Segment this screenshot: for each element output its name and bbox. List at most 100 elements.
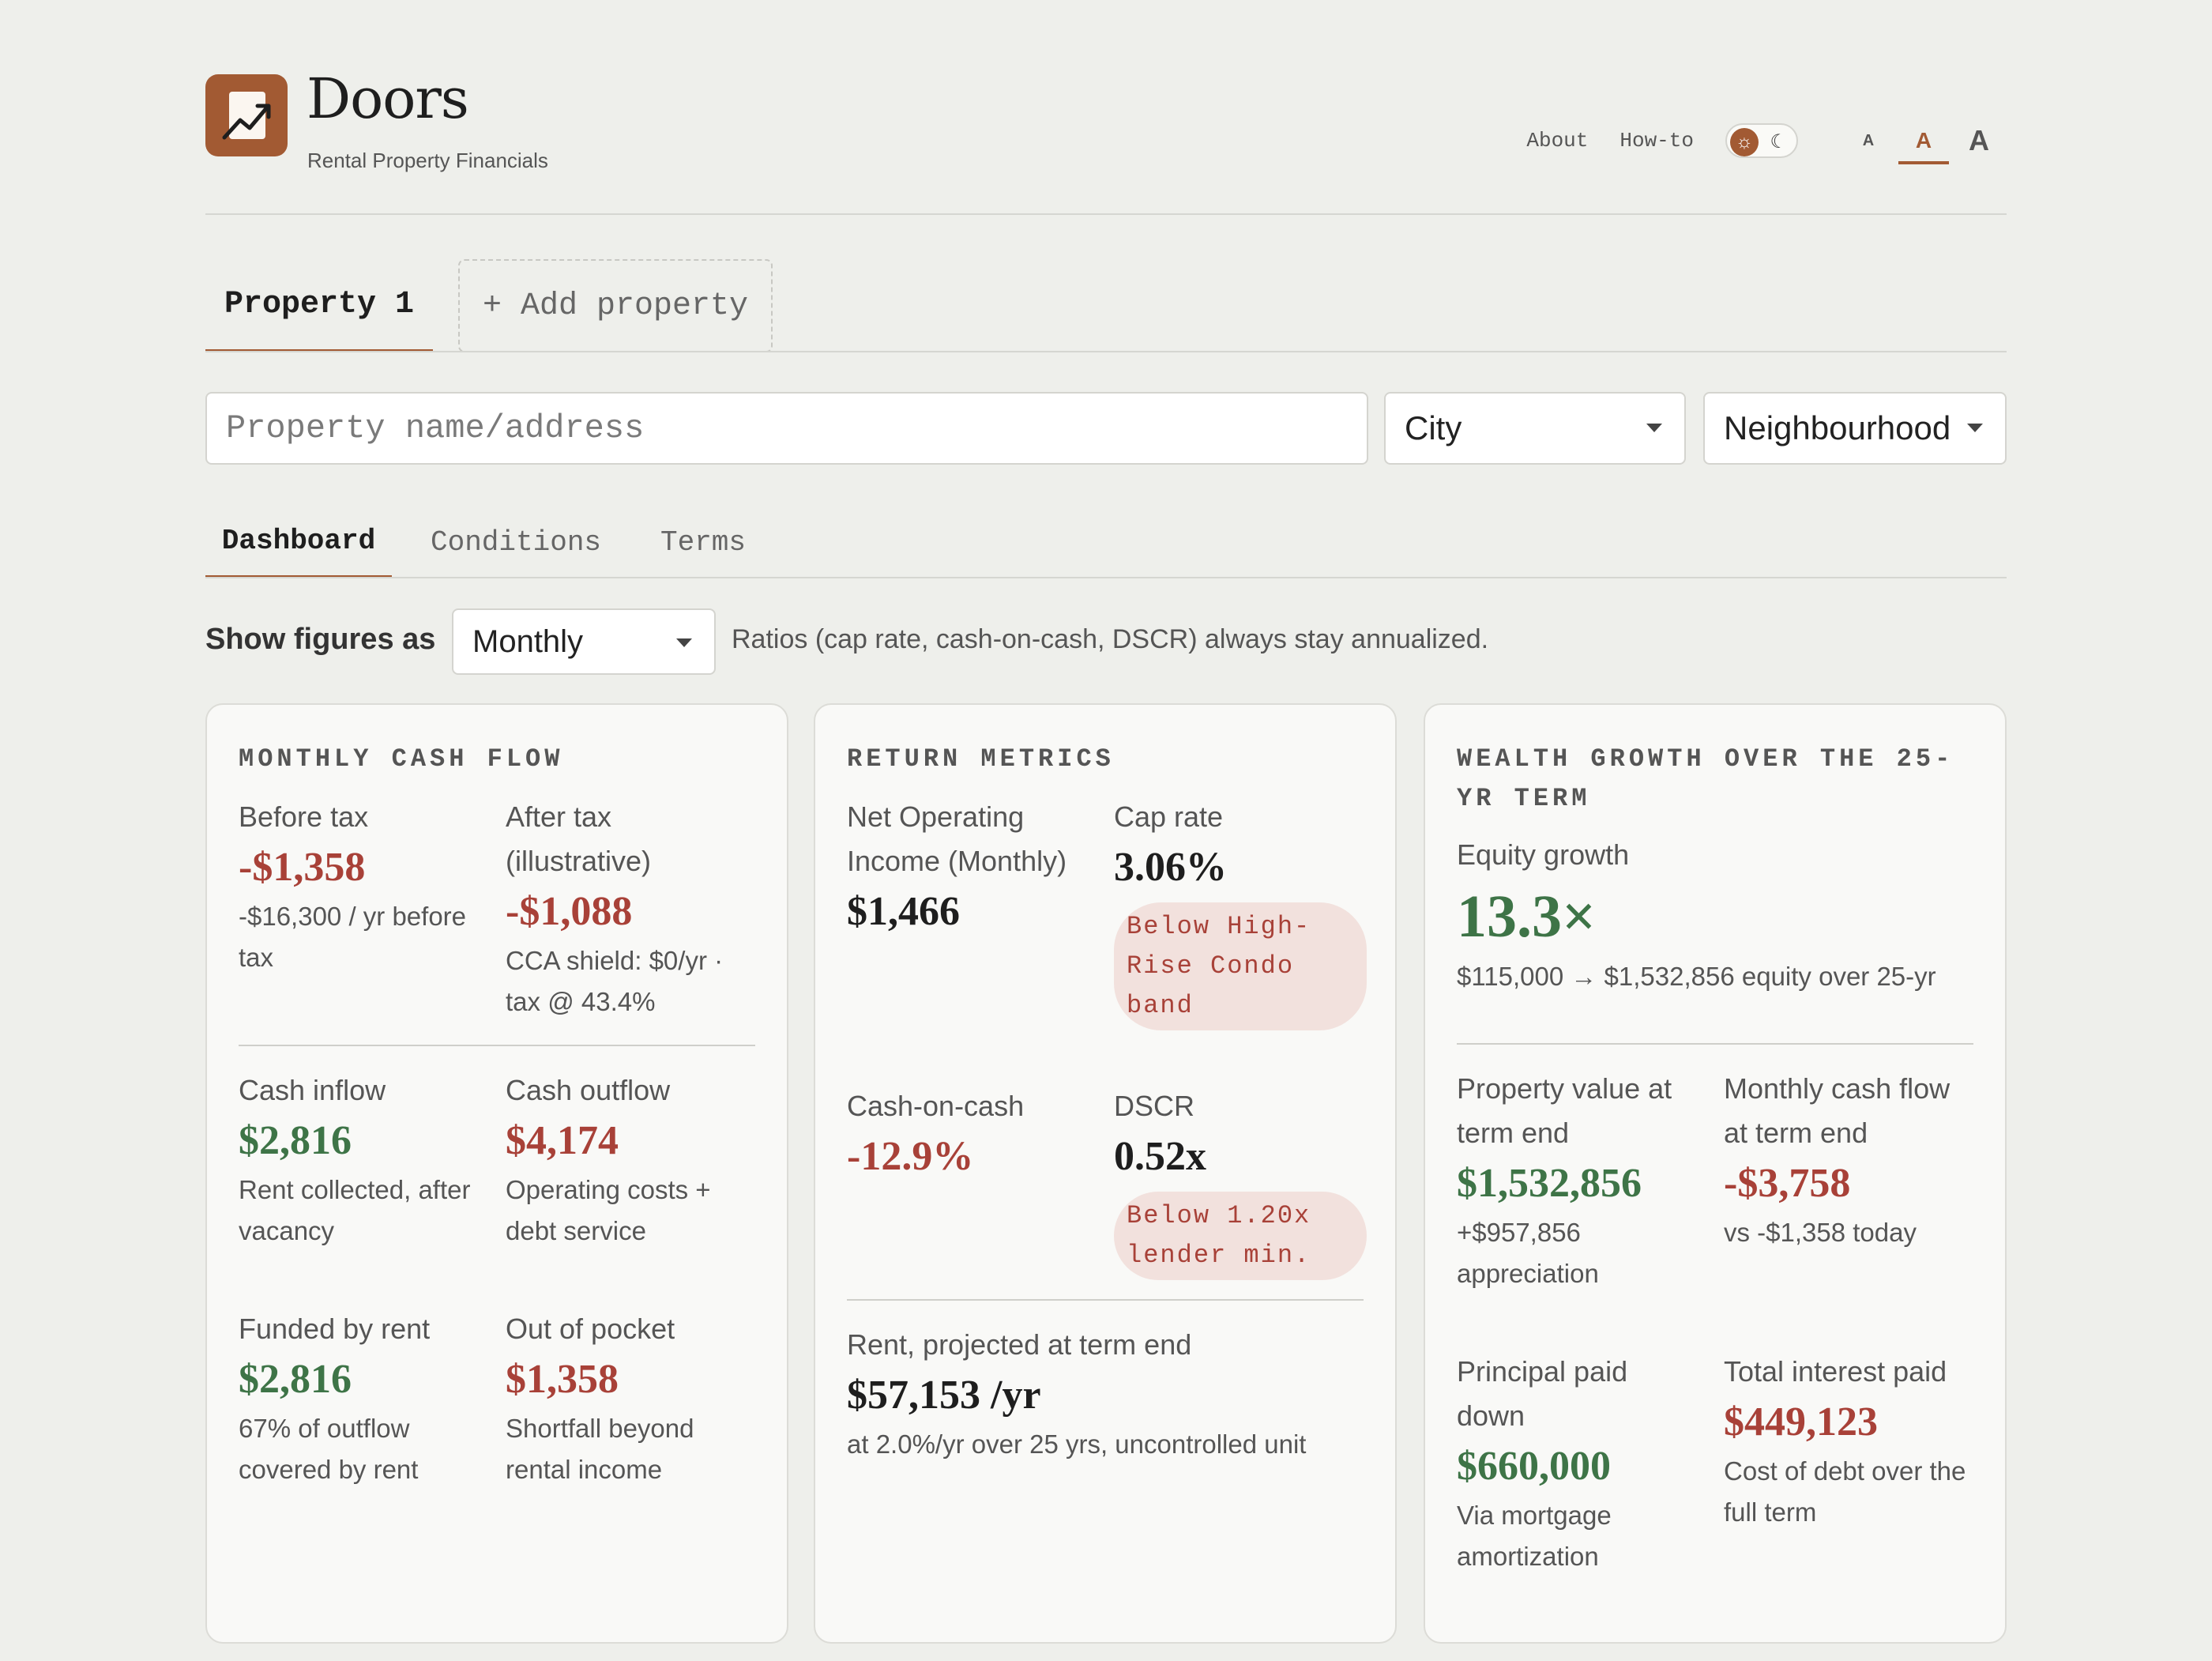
metric-label: Cap rate <box>1114 800 1224 833</box>
metric-label: Monthly cash flow at term end <box>1724 1072 1951 1149</box>
chevron-down-icon <box>1646 424 1662 432</box>
period-select[interactable]: Monthly <box>452 608 716 675</box>
cap-rate-warning-badge: Below High-Rise Condo band <box>1114 902 1367 1030</box>
metric-label: Funded by rent <box>239 1313 431 1345</box>
metric-note: Via mortgage amortization <box>1457 1501 1612 1571</box>
metric-value: $1,358 <box>506 1357 619 1402</box>
top-nav: About How-to ☼ ☾ A A A <box>1526 119 2007 164</box>
header-divider <box>205 213 2007 215</box>
metric-value: $449,123 <box>1724 1399 1878 1444</box>
sun-icon: ☼ <box>1730 128 1759 156</box>
metric-note: vs -$1,358 today <box>1724 1218 1917 1247</box>
metric-note: 67% of outflow covered by rent <box>239 1414 419 1484</box>
metric-value: -12.9% <box>847 1134 974 1179</box>
view-tabs-divider <box>205 577 2007 578</box>
after-tax-metric: After tax (illustrative) -$1,088 CCA shi… <box>506 795 758 1023</box>
metric-value: $1,532,856 <box>1457 1161 1642 1206</box>
metric-note: Operating costs + debt service <box>506 1175 711 1245</box>
card-title: WEALTH GROWTH OVER THE 25-YR TERM <box>1457 744 1954 813</box>
property-value-metric: Property value at term end $1,532,856 +$… <box>1457 1067 1717 1294</box>
ratios-note: Ratios (cap rate, cash-on-cash, DSCR) al… <box>732 624 1489 654</box>
page: Doors Rental Property Financials About H… <box>205 0 2007 1661</box>
tab-terms[interactable]: Terms <box>660 525 747 559</box>
metric-label: Property value at term end <box>1457 1072 1672 1149</box>
app-title: Doors <box>307 66 469 131</box>
metric-note: Rent collected, after vacancy <box>239 1175 471 1245</box>
card-title: MONTHLY CASH FLOW <box>239 744 564 774</box>
before-tax-metric: Before tax -$1,358 -$16,300 / yr before … <box>239 795 491 978</box>
metric-value: 13.3× <box>1457 883 1597 950</box>
card-divider <box>239 1045 755 1046</box>
metric-value: $2,816 <box>239 1357 352 1402</box>
metric-label: Out of pocket <box>506 1313 675 1345</box>
tab-conditions[interactable]: Conditions <box>431 525 602 559</box>
howto-link[interactable]: How-to <box>1620 129 1694 153</box>
metric-label: Before tax <box>239 800 369 833</box>
metric-label: Cash outflow <box>506 1074 671 1106</box>
cash-outflow-metric: Cash outflow $4,174 Operating costs + de… <box>506 1068 758 1252</box>
figures-label: Show figures as <box>205 623 436 656</box>
metric-value: $57,153 /yr <box>847 1373 1041 1418</box>
tab-property-1[interactable]: Property 1 <box>205 259 433 352</box>
metric-label: After tax (illustrative) <box>506 800 652 877</box>
equity-growth-metric: Equity growth 13.3× $115,000 → $1,532,85… <box>1457 833 1978 997</box>
cash-inflow-metric: Cash inflow $2,816 Rent collected, after… <box>239 1068 499 1252</box>
metric-note: at 2.0%/yr over 25 yrs, uncontrolled uni… <box>847 1429 1307 1459</box>
interest-paid-metric: Total interest paid $449,123 Cost of deb… <box>1724 1350 1977 1533</box>
metric-label: Equity growth <box>1457 838 1630 871</box>
metric-note: -$16,300 / yr before tax <box>239 902 467 972</box>
projected-rent-metric: Rent, projected at term end $57,153 /yr … <box>847 1323 1368 1465</box>
cash-on-cash-metric: Cash-on-cash -12.9% <box>847 1084 1100 1185</box>
metric-note: $115,000 → $1,532,856 equity over 25-yr <box>1457 962 1936 991</box>
app-subtitle: Rental Property Financials <box>307 149 548 172</box>
metric-value: 0.52x <box>1114 1134 1206 1179</box>
metric-label: Rent, projected at term end <box>847 1328 1192 1361</box>
metric-note: +$957,856 appreciation <box>1457 1218 1599 1288</box>
font-size-medium-button[interactable]: A <box>1898 128 1949 164</box>
metric-value: $1,466 <box>847 889 960 934</box>
noi-metric: Net Operating Income (Monthly) $1,466 <box>847 795 1108 940</box>
metric-value: $660,000 <box>1457 1444 1611 1489</box>
principal-paid-metric: Principal paid down $660,000 Via mortgag… <box>1457 1350 1702 1577</box>
metric-note: Cost of debt over the full term <box>1724 1456 1966 1527</box>
metric-label: Net Operating Income (Monthly) <box>847 800 1067 877</box>
property-tabs-divider <box>205 351 2007 352</box>
neighbourhood-select-value: Neighbourhood <box>1724 409 1951 446</box>
metric-value: -$1,088 <box>506 889 633 934</box>
metric-value: -$1,358 <box>239 845 366 890</box>
property-name-input[interactable]: Property name/address <box>205 392 1368 465</box>
city-select[interactable]: City <box>1384 392 1686 465</box>
app-logo <box>205 74 288 156</box>
period-select-value: Monthly <box>472 623 584 659</box>
metric-value: -$3,758 <box>1724 1161 1851 1206</box>
metric-label: Cash-on-cash <box>847 1090 1025 1122</box>
about-link[interactable]: About <box>1526 129 1589 153</box>
chevron-down-icon <box>676 638 692 647</box>
city-select-value: City <box>1405 409 1462 446</box>
metric-value: $4,174 <box>506 1118 619 1163</box>
cap-rate-metric: Cap rate 3.06% Below High-Rise Condo ban… <box>1114 795 1367 1030</box>
card-divider <box>1457 1043 1973 1045</box>
funded-by-rent-metric: Funded by rent $2,816 67% of outflow cov… <box>239 1307 491 1490</box>
add-property-button[interactable]: + Add property <box>458 259 773 352</box>
moon-icon: ☾ <box>1770 131 1787 153</box>
neighbourhood-select[interactable]: Neighbourhood <box>1703 392 2007 465</box>
metric-value: 3.06% <box>1114 845 1227 890</box>
metric-label: Cash inflow <box>239 1074 386 1106</box>
theme-toggle[interactable]: ☼ ☾ <box>1725 123 1798 158</box>
card-title: RETURN METRICS <box>847 744 1115 774</box>
dscr-warning-badge: Below 1.20x lender min. <box>1114 1192 1367 1280</box>
card-divider <box>847 1299 1364 1301</box>
trend-up-icon <box>222 104 271 140</box>
metric-label: DSCR <box>1114 1090 1195 1122</box>
font-size-small-button[interactable]: A <box>1862 131 1875 149</box>
metric-note: CCA shield: $0/yr · tax @ 43.4% <box>506 946 724 1016</box>
tab-dashboard[interactable]: Dashboard <box>205 506 392 578</box>
metric-value: $2,816 <box>239 1118 352 1163</box>
future-cash-flow-metric: Monthly cash flow at term end -$3,758 vs… <box>1724 1067 1977 1253</box>
font-size-large-button[interactable]: A <box>1969 124 1989 156</box>
metric-label: Total interest paid <box>1724 1355 1947 1388</box>
cash-flow-card: MONTHLY CASH FLOW Before tax -$1,358 -$1… <box>205 703 788 1644</box>
metric-note: Shortfall beyond rental income <box>506 1414 694 1484</box>
wealth-growth-card: WEALTH GROWTH OVER THE 25-YR TERM Equity… <box>1424 703 2007 1644</box>
